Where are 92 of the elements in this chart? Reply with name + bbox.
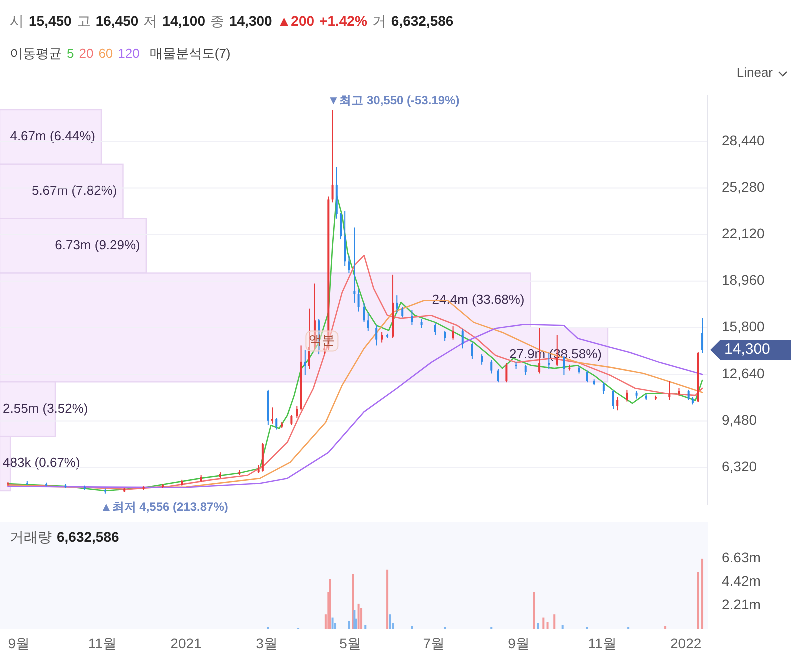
candlestick: [411, 310, 414, 326]
candlestick: [444, 330, 446, 342]
y-tick-label: 9,480: [722, 412, 758, 428]
candlestick: [296, 406, 298, 418]
x-tick-label: 9월: [508, 636, 530, 652]
bar: [389, 614, 392, 630]
candlestick: [702, 318, 704, 354]
candlestick: [616, 396, 619, 412]
bar: [664, 626, 667, 630]
x-tick-label: 2022: [670, 636, 702, 652]
candlestick: [348, 255, 350, 274]
y-tick-label: 4.42m: [722, 573, 761, 590]
text: Linear: [736, 65, 774, 80]
x-tick-label: 2021: [170, 636, 202, 652]
bar: [533, 592, 536, 630]
candlestick: [276, 417, 278, 430]
candlestick: [471, 342, 474, 360]
candlestick: [524, 364, 527, 376]
bar: [364, 625, 367, 630]
data-label: 2.55m (3.52%): [3, 400, 88, 416]
legend-title: 이동평균: [10, 46, 62, 61]
text: 60: [98, 46, 114, 61]
candlestick: [481, 354, 484, 366]
y-tick-label: 6.63m: [722, 550, 761, 566]
candlestick: [612, 389, 615, 410]
candlestick: [490, 360, 493, 374]
candlestick: [363, 302, 366, 323]
bar: [697, 572, 700, 630]
y-tick-label: 22,120: [722, 226, 766, 242]
candlestick: [381, 332, 384, 344]
bar: [329, 579, 332, 630]
bar: [360, 608, 363, 630]
bar: [332, 618, 334, 630]
chart-title: 매물분석도(7): [150, 46, 231, 61]
y-tick-label: 15,800: [722, 318, 766, 335]
y-tick-label: 28,440: [722, 132, 766, 148]
candlestick: [602, 382, 605, 395]
bar: [562, 625, 564, 630]
text: 5: [67, 46, 74, 61]
x-tick-label: 3월: [256, 636, 278, 652]
bar: [542, 618, 545, 630]
y-tick-label: 2.21m: [722, 596, 761, 613]
x-tick-label: 7월: [423, 636, 446, 652]
data-label: 6.73m (9.29%): [55, 238, 140, 253]
candlestick: [332, 110, 334, 204]
candlestick: [304, 350, 306, 376]
y-tick-label: 25,280: [722, 178, 766, 195]
bar: [554, 614, 556, 630]
candlestick: [668, 380, 671, 401]
annotation: ▲최저 4,556 (213.87%): [100, 500, 228, 514]
text: 시 15,450 고 16,450 저 14,100 종 14,300 ▲200 +1.42% 거 6,632,586: [10, 13, 454, 29]
y-tick-label: 18,960: [722, 272, 766, 288]
y-tick-label: 12,640: [722, 365, 766, 382]
bar: [537, 623, 540, 630]
bar: [358, 604, 360, 630]
x-tick-label: 5월: [340, 636, 362, 652]
candlestick: [434, 323, 436, 336]
candlestick: [626, 389, 628, 402]
bar: [348, 620, 350, 630]
candlestick: [506, 362, 508, 384]
candlestick: [396, 295, 398, 314]
y-tick-label: 6,320: [722, 458, 758, 475]
candlestick: [452, 326, 454, 340]
text: 120: [118, 46, 140, 61]
x-tick-label: 9월: [8, 636, 30, 652]
candlestick: [340, 212, 342, 240]
bar: [546, 622, 549, 630]
annotation: ▼최고 30,550 (-53.19%): [328, 93, 460, 108]
candlestick: [376, 324, 378, 346]
candlestick: [462, 328, 464, 350]
bar: [386, 570, 389, 630]
candlestick: [367, 312, 370, 332]
candlestick: [497, 368, 500, 384]
text: 거래량 6,632,586: [10, 529, 120, 545]
data-label: 4.67m (6.44%): [10, 128, 96, 144]
candlestick: [358, 289, 360, 312]
data-label: 24.4m (33.68%): [432, 292, 525, 307]
x-tick-label: 11월: [588, 636, 617, 652]
bar: [702, 558, 704, 630]
candlestick: [402, 306, 404, 318]
x-tick-label: 11월: [88, 636, 117, 652]
annotation: 액분: [309, 332, 336, 348]
text: 20: [79, 46, 94, 61]
candlestick: [354, 227, 356, 304]
candlestick: [308, 308, 310, 370]
candlestick: [586, 370, 588, 384]
candlestick: [688, 389, 690, 401]
candlestick: [290, 414, 293, 426]
candlestick: [272, 407, 274, 424]
bar: [411, 626, 414, 630]
annotation: 14,300: [724, 341, 770, 358]
data-label: 483k (0.67%): [3, 455, 80, 470]
